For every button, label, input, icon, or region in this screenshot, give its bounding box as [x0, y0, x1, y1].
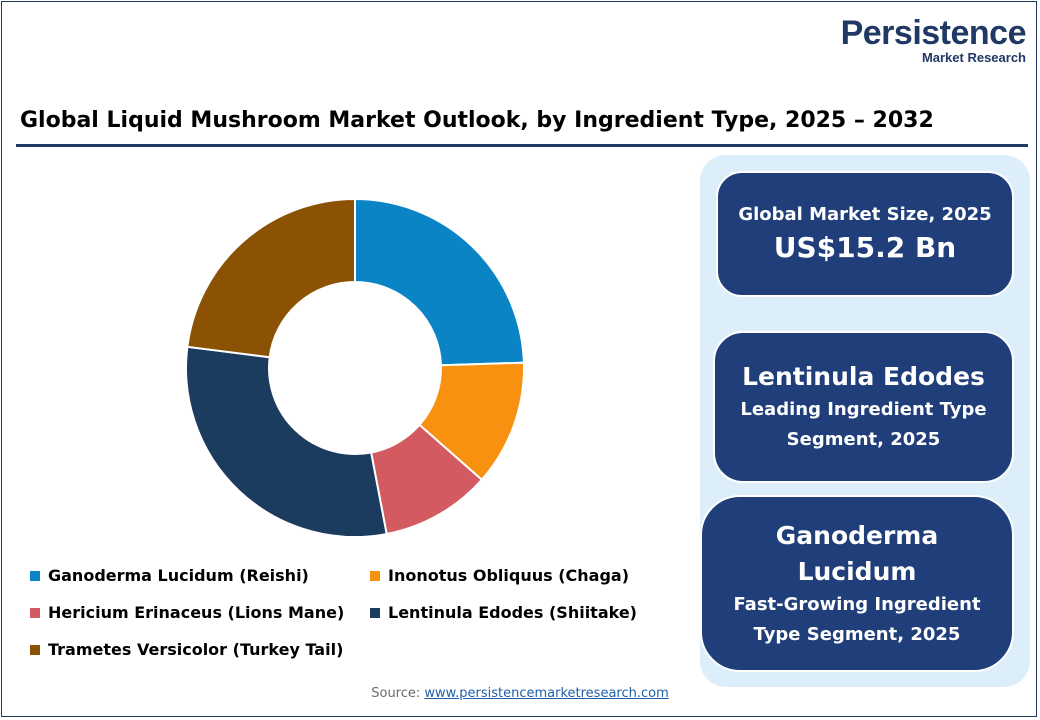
legend-label: Ganoderma Lucidum (Reishi) [48, 566, 309, 585]
leading-segment-card: Lentinula Edodes Leading Ingredient Type… [713, 331, 1014, 483]
legend-item-inonotus-obliquus-chaga: Inonotus Obliquus (Chaga) [370, 566, 629, 585]
legend-swatch [370, 607, 380, 618]
legend-item-trametes-versicolor-turkey-tail: Trametes Versicolor (Turkey Tail) [30, 640, 343, 659]
source-note: Source: www.persistencemarketresearch.co… [0, 686, 1040, 701]
market-size-card: Global Market Size, 2025 US$15.2 Bn [716, 171, 1014, 297]
chart-title: Global Liquid Mushroom Market Outlook, b… [20, 108, 934, 133]
legend-item-ganoderma-lucidum-reishi: Ganoderma Lucidum (Reishi) [30, 566, 309, 585]
legend-swatch [370, 570, 380, 581]
fast-growing-desc-line2: Type Segment, 2025 [753, 623, 961, 645]
logo-tagline: Market Research [921, 50, 1026, 65]
donut-chart [150, 190, 560, 550]
legend-item-lentinula-edodes-shiitake: Lentinula Edodes (Shiitake) [370, 603, 637, 622]
leading-segment-name: Lentinula Edodes [742, 362, 985, 391]
donut-slice-lentinula-edodes-shiitake [185, 345, 388, 538]
title-underline [16, 144, 1028, 147]
legend-label: Hericium Erinaceus (Lions Mane) [48, 603, 345, 622]
legend-label: Lentinula Edodes (Shiitake) [388, 603, 637, 622]
legend-swatch [30, 644, 40, 655]
fast-growing-name-line1: Ganoderma [775, 520, 939, 550]
fast-growing-name-line2: Lucidum [797, 556, 917, 586]
donut-slice-trametes-versicolor-turkey-tail [186, 197, 356, 359]
legend-label: Inonotus Obliquus (Chaga) [388, 566, 630, 585]
persistence-logo: Persistence Market Research [840, 14, 1027, 65]
market-size-value: US$15.2 Bn [773, 231, 957, 264]
leading-segment-desc-line1: Leading Ingredient Type [740, 399, 987, 420]
legend-label: Trametes Versicolor (Turkey Tail) [48, 640, 344, 659]
donut-svg [185, 197, 525, 538]
logo-wordmark: Persistence [840, 14, 1027, 52]
source-label: Source: [371, 686, 421, 701]
market-size-label: Global Market Size, 2025 [738, 204, 992, 225]
legend-swatch [30, 607, 40, 618]
fast-growing-desc-line1: Fast-Growing Ingredient [733, 593, 981, 615]
legend-item-hericium-erinaceus-lions-mane: Hericium Erinaceus (Lions Mane) [30, 603, 344, 622]
source-link[interactable]: www.persistencemarketresearch.com [424, 686, 669, 701]
leading-segment-desc-line2: Segment, 2025 [786, 429, 941, 450]
donut-slice-ganoderma-lucidum-reishi [354, 197, 525, 367]
legend-swatch [30, 570, 40, 581]
fast-growing-segment-card: Ganoderma Lucidum Fast-Growing Ingredien… [700, 495, 1014, 672]
